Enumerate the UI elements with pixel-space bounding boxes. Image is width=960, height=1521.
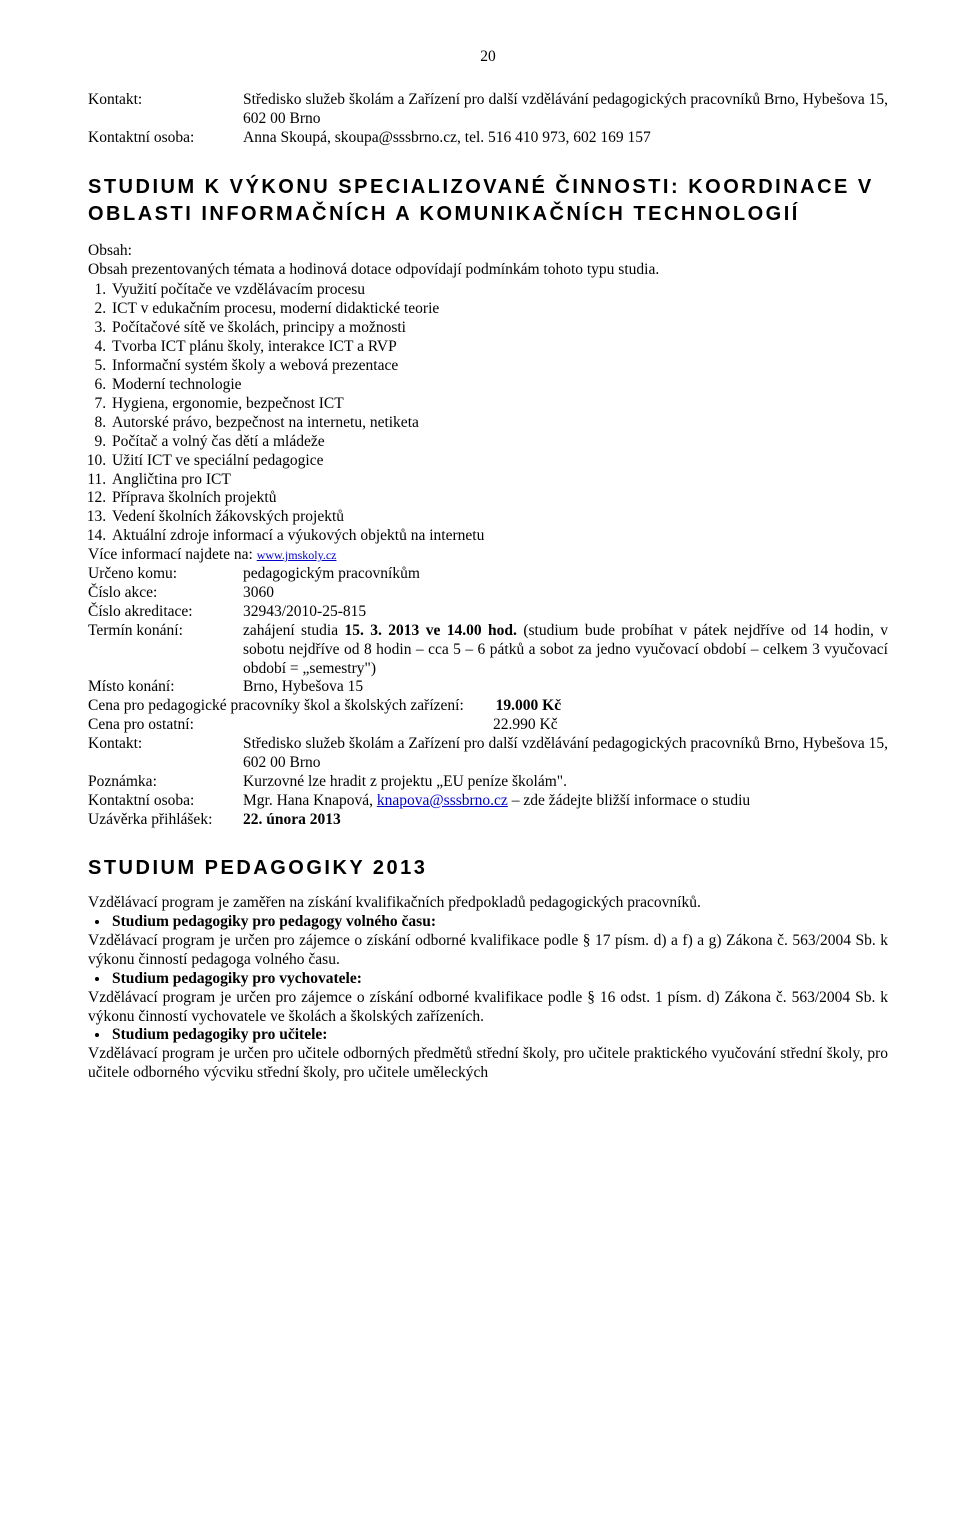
bullet-item: Studium pedagogiky pro učitele: [110, 1026, 888, 1045]
list-item: Tvorba ICT plánu školy, interakce ICT a … [110, 338, 888, 357]
row-urceno: Určeno komu: pedagogickým pracovníkům [88, 565, 888, 584]
label-cena-ost: Cena pro ostatní: [88, 716, 243, 735]
bullet-text-2: Vzdělávací program je určen pro zájemce … [88, 989, 888, 1027]
value-cislo-akce: 3060 [243, 584, 888, 603]
label-termin: Termín konání: [88, 622, 243, 679]
more-info-line: Více informací najdete na: www.jmskoly.c… [88, 546, 888, 565]
row-kontakt-2: Kontakt: Středisko služeb školám a Zaříz… [88, 735, 888, 773]
list-item: Hygiena, ergonomie, bezpečnost ICT [110, 395, 888, 414]
row-poznamka: Poznámka: Kurzovné lze hradit z projektu… [88, 773, 888, 792]
row-termin: Termín konání: zahájení studia 15. 3. 20… [88, 622, 888, 679]
label-kontakt: Kontakt: [88, 91, 243, 129]
list-item: Počítačové sítě ve školách, principy a m… [110, 319, 888, 338]
list-item: Aktuální zdroje informací a výukových ob… [110, 527, 888, 546]
list-item: ICT v edukačním procesu, moderní didakti… [110, 300, 888, 319]
list-item: Vedení školních žákovských projektů [110, 508, 888, 527]
value-poznamka: Kurzovné lze hradit z projektu „EU peníz… [243, 773, 888, 792]
termin-pre: zahájení studia [243, 622, 344, 639]
row-kontaktni-osoba-top: Kontaktní osoba: Anna Skoupá, skoupa@sss… [88, 129, 888, 148]
kontaktni-pre: Mgr. Hana Knapová, [243, 792, 377, 809]
list-item: Informační systém školy a webová prezent… [110, 357, 888, 376]
row-akreditace: Číslo akreditace: 32943/2010-25-815 [88, 603, 888, 622]
value-termin: zahájení studia 15. 3. 2013 ve 14.00 hod… [243, 622, 888, 679]
value-kontakt-2: Středisko služeb školám a Zařízení pro d… [243, 735, 888, 773]
bullet-item: Studium pedagogiky pro vychovatele: [110, 970, 888, 989]
label-urceno: Určeno komu: [88, 565, 243, 584]
bullet-list: Studium pedagogiky pro pedagogy volného … [88, 913, 888, 932]
row-misto: Místo konání: Brno, Hybešova 15 [88, 678, 888, 697]
label-poznamka: Poznámka: [88, 773, 243, 792]
value-kontaktni-2: Mgr. Hana Knapová, knapova@sssbrno.cz – … [243, 792, 888, 811]
bullet-list: Studium pedagogiky pro učitele: [88, 1026, 888, 1045]
bullet-title-2: Studium pedagogiky pro vychovatele: [112, 970, 362, 987]
row-uzaverka: Uzávěrka přihlášek: 22. února 2013 [88, 811, 888, 830]
row-kontaktni-osoba-2: Kontaktní osoba: Mgr. Hana Knapová, knap… [88, 792, 888, 811]
more-info-pre: Více informací najdete na: [88, 546, 257, 563]
row-kontakt-top: Kontakt: Středisko služeb školám a Zaříz… [88, 91, 888, 129]
list-item: Využití počítače ve vzdělávacím procesu [110, 281, 888, 300]
value-kontaktni-osoba: Anna Skoupá, skoupa@sssbrno.cz, tel. 516… [243, 129, 888, 148]
obsah-intro: Obsah prezentovaných témata a hodinová d… [88, 261, 888, 280]
label-kontaktni-2: Kontaktní osoba: [88, 792, 243, 811]
label-cislo-akce: Číslo akce: [88, 584, 243, 603]
bullet-title-1: Studium pedagogiky pro pedagogy volného … [112, 913, 436, 930]
value-akreditace: 32943/2010-25-815 [243, 603, 888, 622]
kontaktni-link[interactable]: knapova@sssbrno.cz [377, 792, 508, 809]
label-kontaktni-osoba: Kontaktní osoba: [88, 129, 243, 148]
list-item: Autorské právo, bezpečnost na internetu,… [110, 414, 888, 433]
label-uzaverka: Uzávěrka přihlášek: [88, 811, 243, 830]
page-number: 20 [88, 48, 888, 67]
row-cena-ost: Cena pro ostatní: 22.990 Kč [88, 716, 888, 735]
value-urceno: pedagogickým pracovníkům [243, 565, 888, 584]
value-cena-ped: 19.000 Kč [496, 697, 561, 714]
value-misto: Brno, Hybešova 15 [243, 678, 888, 697]
bullet-title-3: Studium pedagogiky pro učitele: [112, 1026, 327, 1043]
bullet-text-3: Vzdělávací program je určen pro učitele … [88, 1045, 888, 1083]
label-obsah: Obsah: [88, 242, 888, 261]
label-cena-ped: Cena pro pedagogické pracovníky škol a š… [88, 697, 464, 714]
termin-bold: 15. 3. 2013 ve 14.00 hod. [344, 622, 516, 639]
value-uzaverka: 22. února 2013 [243, 811, 888, 830]
value-cena-ost: 22.990 Kč [243, 716, 888, 735]
label-akreditace: Číslo akreditace: [88, 603, 243, 622]
label-misto: Místo konání: [88, 678, 243, 697]
row-cislo-akce: Číslo akce: 3060 [88, 584, 888, 603]
list-item: Příprava školních projektů [110, 489, 888, 508]
bullet-text-1: Vzdělávací program je určen pro zájemce … [88, 932, 888, 970]
kontaktni-post: – zde žádejte bližší informace o studiu [508, 792, 750, 809]
list-item: Užití ICT ve speciální pedagogice [110, 452, 888, 471]
list-item: Počítač a volný čas dětí a mládeže [110, 433, 888, 452]
section2-intro: Vzdělávací program je zaměřen na získání… [88, 894, 888, 913]
label-kontakt-2: Kontakt: [88, 735, 243, 773]
row-cena-ped: Cena pro pedagogické pracovníky škol a š… [88, 697, 888, 716]
bullet-item: Studium pedagogiky pro pedagogy volného … [110, 913, 888, 932]
list-item: Moderní technologie [110, 376, 888, 395]
list-item: Angličtina pro ICT [110, 471, 888, 490]
section-title-1: STUDIUM K VÝKONU SPECIALIZOVANÉ ČINNOSTI… [88, 174, 888, 228]
obsah-list: Využití počítače ve vzdělávacím procesu … [88, 281, 888, 546]
section-title-2: STUDIUM PEDAGOGIKY 2013 [88, 856, 888, 880]
more-info-link[interactable]: www.jmskoly.cz [257, 548, 337, 562]
value-kontakt: Středisko služeb školám a Zařízení pro d… [243, 91, 888, 129]
bullet-list: Studium pedagogiky pro vychovatele: [88, 970, 888, 989]
